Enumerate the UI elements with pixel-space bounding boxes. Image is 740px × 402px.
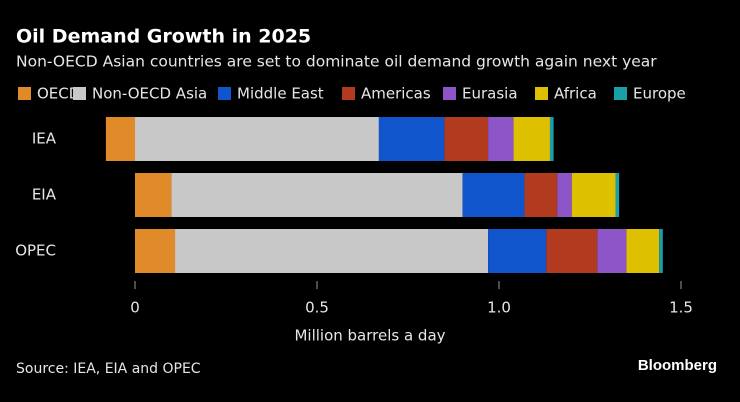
- bar-segment: [488, 117, 514, 161]
- legend-swatch: [18, 87, 31, 100]
- bar-segment: [135, 173, 172, 217]
- bar-segment: [135, 229, 176, 273]
- legend-label: Eurasia: [462, 85, 518, 103]
- legend-label: Non-OECD Asia: [92, 85, 207, 103]
- y-tick-label: EIA: [32, 186, 57, 204]
- x-tick-label: 0.5: [305, 299, 329, 317]
- bar-segment: [615, 173, 620, 217]
- bar-segment: [462, 173, 525, 217]
- legend-swatch: [218, 87, 231, 100]
- bar-segment: [135, 117, 379, 161]
- bar-segment: [105, 117, 135, 161]
- x-axis-label: Million barrels a day: [294, 327, 445, 345]
- chart-subtitle: Non-OECD Asian countries are set to domi…: [16, 53, 657, 71]
- bar-segment: [444, 117, 489, 161]
- brand: Bloomberg: [638, 357, 717, 374]
- bar-segment: [597, 229, 627, 273]
- legend-label: Middle East: [237, 85, 324, 103]
- legend-label: OECD: [37, 85, 80, 103]
- bar-segment: [378, 117, 445, 161]
- bar-segment: [659, 229, 663, 273]
- y-tick-label: OPEC: [15, 242, 56, 260]
- bar-segment: [513, 117, 550, 161]
- bar-segment: [488, 229, 547, 273]
- bar-segment: [175, 229, 489, 273]
- bar-segment: [557, 173, 572, 217]
- bar-segment: [549, 117, 554, 161]
- bar-segment: [571, 173, 616, 217]
- bar-segment: [546, 229, 598, 273]
- legend-swatch: [342, 87, 355, 100]
- x-tick-label: 0: [130, 299, 140, 317]
- legend-swatch: [443, 87, 456, 100]
- bar-segment: [626, 229, 660, 273]
- y-tick-label: IEA: [32, 130, 57, 148]
- x-tick-label: 1.5: [669, 299, 693, 317]
- legend-swatch: [614, 87, 627, 100]
- legend-swatch: [73, 87, 86, 100]
- bar-segment: [524, 173, 558, 217]
- legend-label: Americas: [361, 85, 431, 103]
- legend-swatch: [535, 87, 548, 100]
- legend-label: Europe: [633, 85, 686, 103]
- legend-label: Africa: [554, 85, 597, 103]
- bar-segment: [171, 173, 463, 217]
- chart-title: Oil Demand Growth in 2025: [16, 26, 311, 48]
- source: Source: IEA, EIA and OPEC: [16, 361, 201, 377]
- x-tick-label: 1.0: [487, 299, 511, 317]
